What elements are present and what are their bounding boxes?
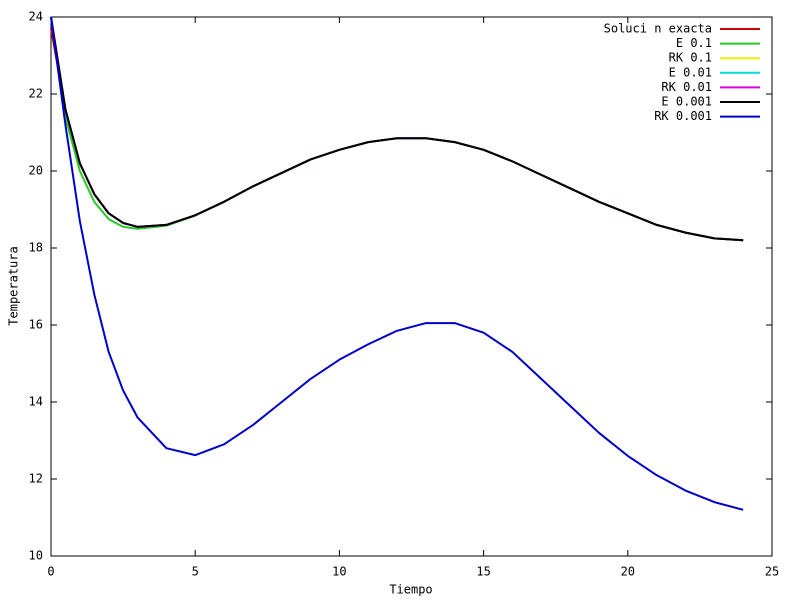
series-line <box>50 16 744 242</box>
legend-label: E 0.01 <box>669 65 712 79</box>
series-line <box>50 28 744 242</box>
y-tick-label: 22 <box>29 87 43 101</box>
legend-label: Soluci n exacta <box>604 22 712 36</box>
y-tick-label: 18 <box>29 241 43 255</box>
y-tick-label: 14 <box>29 395 43 409</box>
x-tick-label: 10 <box>332 565 346 579</box>
legend-label: RK 0.01 <box>661 80 712 94</box>
y-tick-label: 12 <box>29 472 43 486</box>
legend-label: RK 0.1 <box>669 51 712 65</box>
x-tick-label: 25 <box>765 565 779 579</box>
y-axis-label: Temperatura <box>7 246 21 325</box>
series-line <box>50 16 744 242</box>
y-tick-label: 16 <box>29 318 43 332</box>
x-tick-label: 5 <box>192 565 199 579</box>
series-line <box>50 16 744 511</box>
legend-label: E 0.1 <box>676 36 712 50</box>
legend-label: E 0.001 <box>661 95 712 109</box>
legend-label: RK 0.001 <box>654 109 712 123</box>
series-line <box>50 16 744 242</box>
x-tick-label: 15 <box>476 565 490 579</box>
series-line <box>50 16 744 242</box>
y-tick-label: 10 <box>29 549 43 563</box>
x-axis-label: Tiempo <box>389 583 432 597</box>
series-line <box>50 16 744 242</box>
y-tick-label: 20 <box>29 164 43 178</box>
plot-frame <box>50 16 773 557</box>
x-tick-label: 20 <box>621 565 635 579</box>
y-tick-label: 24 <box>29 10 43 24</box>
x-tick-label: 0 <box>47 565 54 579</box>
